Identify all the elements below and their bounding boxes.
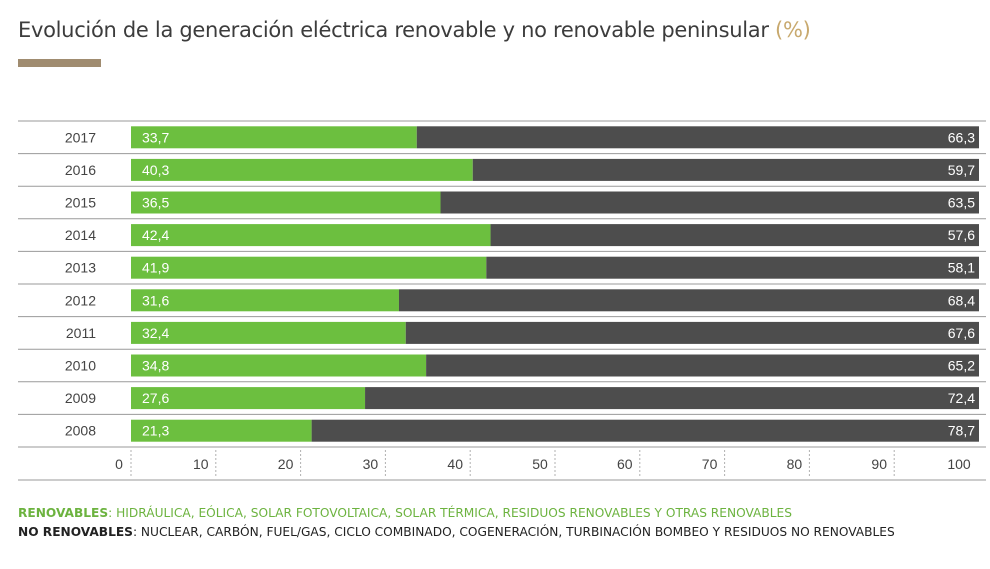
renewable-value-label: 32,4 [142,325,169,341]
x-tick-label: 70 [702,456,718,472]
non-renewable-bar [426,354,979,377]
renewable-value-label: 21,3 [142,423,169,439]
stacked-bar-chart: 0 10 20 30 40 50 60 70 80 90 100 2017 33,7 66,3 2016 40… [18,120,986,481]
non-renewable-value-label: 78,7 [948,423,975,439]
year-label: 2012 [65,292,96,308]
legend-non-renewables-key: NO RENOVABLES [18,525,133,539]
non-renewable-value-label: 72,4 [948,390,975,406]
non-renewable-value-label: 63,5 [948,195,975,211]
year-label: 2017 [65,129,96,145]
year-label: 2009 [65,390,96,406]
year-label: 2010 [65,358,96,374]
chart-title: Evolución de la generación eléctrica ren… [18,18,811,42]
renewable-value-label: 31,6 [142,292,169,308]
non-renewable-value-label: 67,6 [948,325,975,341]
year-label: 2015 [65,195,96,211]
non-renewable-value-label: 57,6 [948,227,975,243]
renewable-value-label: 41,9 [142,260,169,276]
year-label: 2016 [65,162,96,178]
renewable-value-label: 33,7 [142,129,169,145]
x-tick-label: 10 [193,456,209,472]
non-renewable-bar [416,126,979,149]
renewable-value-label: 34,8 [142,358,169,374]
legend-non-renewables-text: : NUCLEAR, CARBÓN, FUEL/GAS, CICLO COMBI… [132,525,895,539]
renewable-bar [131,256,487,279]
renewable-bar [131,191,441,214]
legend-non-renewables: NO RENOVABLES: NUCLEAR, CARBÓN, FUEL/GAS… [18,523,986,542]
x-tick-label: 90 [871,456,887,472]
non-renewable-bar [365,387,980,410]
non-renewable-bar [490,224,979,247]
chart-title-text: Evolución de la generación eléctrica ren… [18,18,769,42]
non-renewable-value-label: 59,7 [948,162,975,178]
x-tick-label: 80 [787,456,803,472]
non-renewable-value-label: 66,3 [948,129,975,145]
x-tick-label: 20 [278,456,294,472]
renewable-value-label: 42,4 [142,227,169,243]
renewable-bar [131,387,366,410]
year-label: 2008 [65,423,96,439]
non-renewable-bar [398,289,979,312]
renewable-bar [131,354,427,377]
renewable-bar [131,289,399,312]
non-renewable-value-label: 58,1 [948,260,975,276]
legend: RENOVABLES: HIDRÁULICA, EÓLICA, SOLAR FO… [18,504,986,542]
renewable-bar [131,224,491,247]
renewable-bar [131,321,406,344]
legend-renewables: RENOVABLES: HIDRÁULICA, EÓLICA, SOLAR FO… [18,504,986,523]
year-label: 2011 [66,325,96,341]
renewable-bar [131,419,312,442]
non-renewable-bar [472,158,979,181]
x-tick-label: 40 [447,456,463,472]
non-renewable-bar [486,256,979,279]
non-renewable-bar [440,191,979,214]
x-tick-label: 50 [532,456,548,472]
renewable-value-label: 27,6 [142,390,169,406]
x-tick-label: 60 [617,456,633,472]
non-renewable-value-label: 65,2 [948,358,975,374]
x-tick-label: 0 [115,456,123,472]
x-tick-label: 30 [363,456,379,472]
title-underline-bar [18,59,101,67]
non-renewable-bar [405,321,979,344]
legend-renewables-key: RENOVABLES [18,506,109,520]
renewable-bar [131,158,473,181]
chart-title-unit: (%) [775,18,811,42]
non-renewable-bar [311,419,979,442]
year-label: 2014 [65,227,96,243]
legend-renewables-text: : HIDRÁULICA, EÓLICA, SOLAR FOTOVOLTAICA… [108,506,792,520]
renewable-value-label: 40,3 [142,162,169,178]
renewable-value-label: 36,5 [142,195,169,211]
year-label: 2013 [65,260,96,276]
renewable-bar [131,126,417,149]
x-tick-label: 100 [947,456,971,472]
non-renewable-value-label: 68,4 [948,292,975,308]
